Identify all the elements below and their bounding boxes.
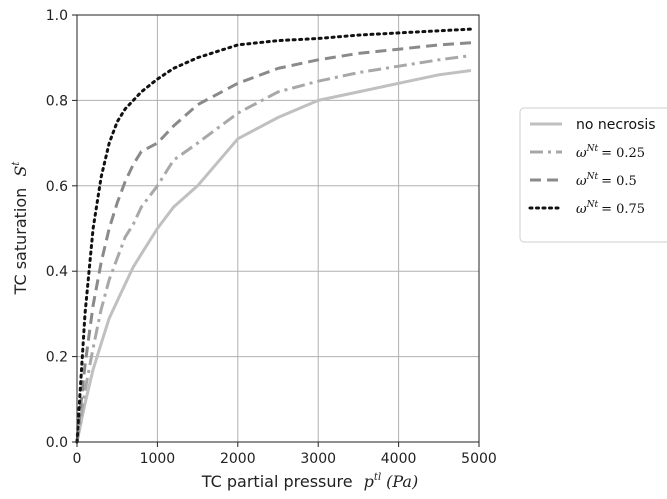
legend-math-sup: Nt	[586, 172, 599, 182]
x-tick-label: 4000	[381, 451, 417, 467]
y-tick-label: 0.2	[46, 350, 68, 366]
x-tick-label: 0	[73, 451, 82, 467]
series-line-1	[75, 54, 472, 443]
legend-math-symbol: ω	[576, 202, 587, 217]
ticks: 0 1000 2000 3000 4000 5000 0.0 0.2 0.4 0.6 0.8 1.0	[46, 8, 497, 467]
legend-math-symbol: ω	[576, 174, 587, 189]
y-tick-label: 0.6	[46, 179, 68, 195]
series-line-2	[75, 41, 472, 443]
series-line-3	[75, 27, 473, 444]
y-tick-label: 0.8	[46, 93, 68, 109]
y-axis-label-text: TC saturation	[11, 188, 30, 296]
legend-math-value: = 0.75	[601, 202, 645, 217]
x-tick-label: 5000	[461, 451, 497, 467]
y-axis-label-sup: t	[11, 161, 22, 166]
legend-math-sup: Nt	[586, 144, 599, 154]
plot-frame	[76, 14, 480, 443]
y-axis-label-math: S	[11, 166, 30, 177]
legend-label-3: ωNt = 0.75	[576, 200, 645, 217]
x-tick-label: 3000	[300, 451, 336, 467]
y-axis-label: TC saturation St	[11, 161, 30, 296]
y-tick-label: 1.0	[46, 8, 68, 24]
x-tick-label: 2000	[220, 451, 256, 467]
legend-label-2: ωNt = 0.5	[576, 172, 637, 189]
x-axis-label: TC partial pressure ptl (Pa)	[201, 472, 418, 491]
x-tick-label: 1000	[140, 451, 176, 467]
legend-math-symbol: ω	[576, 146, 587, 161]
x-axis-label-unit: (Pa)	[386, 472, 418, 491]
x-axis-label-text: TC partial pressure	[201, 472, 353, 491]
y-tick-label: 0.4	[46, 264, 68, 280]
legend-math-sup: Nt	[586, 200, 599, 210]
legend-math-value: = 0.25	[601, 146, 645, 161]
legend-label-1: ωNt = 0.25	[576, 144, 645, 161]
legend-math-value: = 0.5	[601, 174, 637, 189]
y-tick-label: 0.0	[46, 435, 68, 451]
series-line-0	[75, 69, 472, 443]
x-axis-label-sup: tl	[374, 472, 381, 483]
x-axis-label-math: p	[364, 472, 374, 491]
legend-label-0: no necrosis	[576, 117, 656, 133]
series-group	[75, 27, 473, 444]
